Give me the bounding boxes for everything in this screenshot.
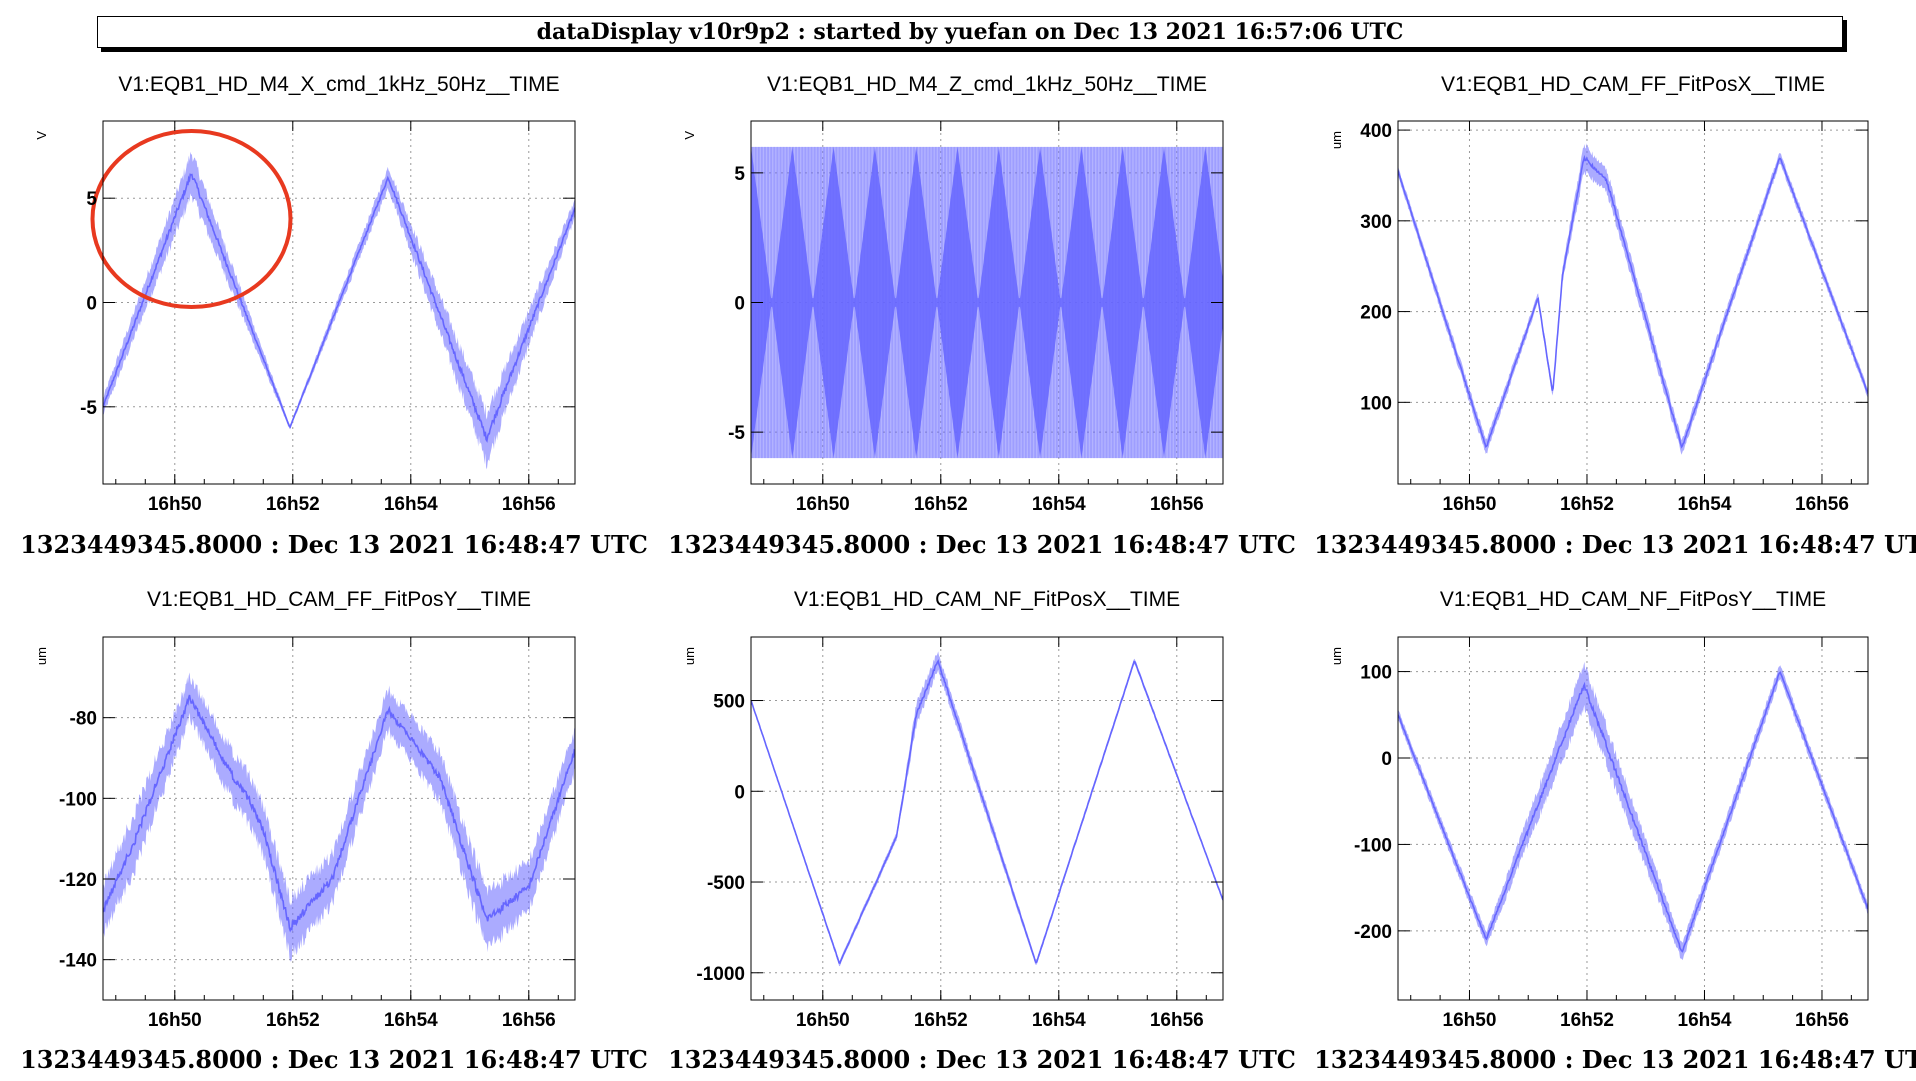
series-band (1398, 661, 1868, 961)
x-tick-label: 16h52 (914, 494, 968, 515)
chart-timestamp: 1323449345.8000 : Dec 13 2021 16:48:47 U… (20, 530, 648, 559)
y-tick-label: 100 (1360, 393, 1392, 414)
x-tick-label: 16h54 (1678, 494, 1732, 515)
x-tick-label: 16h50 (1443, 1010, 1497, 1031)
y-tick-label: -200 (1354, 922, 1392, 943)
y-tick-label: 5 (86, 189, 97, 210)
chart-panel: V1:EQB1_HD_M4_X_cmd_1kHz_50Hz__TIME V 16h5… (20, 73, 648, 559)
x-tick-label: 16h56 (1150, 1010, 1204, 1031)
chart-title: V1:EQB1_HD_M4_Z_cmd_1kHz_50Hz__TIME (767, 73, 1207, 96)
grid-lines (1398, 637, 1868, 1000)
series-group (103, 672, 575, 962)
y-axis-label: um (682, 647, 697, 665)
x-tick-label: 16h52 (1560, 494, 1614, 515)
x-tick-label: 16h52 (1560, 1010, 1614, 1031)
x-tick-label: 16h50 (148, 494, 202, 515)
x-tick-label: 16h54 (1032, 494, 1086, 515)
plot-frame (750, 636, 1224, 1001)
y-tick-label: 200 (1360, 303, 1392, 324)
series-group (103, 151, 575, 470)
series-group (1398, 661, 1868, 961)
x-tick-label: 16h50 (796, 1010, 850, 1031)
chart-timestamp: 1323449345.8000 : Dec 13 2021 16:48:47 U… (20, 1045, 648, 1074)
y-tick-label: 0 (734, 294, 745, 315)
x-tick-label: 16h56 (502, 1010, 556, 1031)
chart-title: V1:EQB1_HD_CAM_NF_FitPosY__TIME (1440, 588, 1826, 611)
y-tick-label: 100 (1360, 663, 1392, 684)
y-tick-label: -1000 (696, 964, 745, 985)
y-tick-label: 400 (1360, 121, 1392, 142)
grid-lines (1398, 121, 1868, 484)
series-group (1398, 143, 1868, 455)
x-tick-label: 16h54 (384, 494, 438, 515)
chart-panel: V1:EQB1_HD_M4_Z_cmd_1kHz_50Hz__TIME V 16h5… (668, 73, 1296, 559)
x-tick-label: 16h54 (384, 1010, 438, 1031)
y-axis-label: um (1329, 131, 1344, 149)
y-tick-label: 500 (713, 692, 745, 713)
chart-timestamp: 1323449345.8000 : Dec 13 2021 16:48:47 U… (668, 530, 1296, 559)
series-group (751, 146, 1223, 459)
x-tick-label: 16h50 (1443, 494, 1497, 515)
chart-timestamp: 1323449345.8000 : Dec 13 2021 16:48:47 U… (1314, 1045, 1916, 1074)
y-tick-label: -120 (59, 870, 97, 891)
y-tick-label: 300 (1360, 212, 1392, 233)
series-line (103, 694, 575, 933)
chart-timestamp: 1323449345.8000 : Dec 13 2021 16:48:47 U… (1314, 530, 1916, 559)
series-line (751, 659, 1223, 965)
y-tick-label: -500 (707, 873, 745, 894)
x-tick-label: 16h50 (148, 1010, 202, 1031)
chart-title: V1:EQB1_HD_M4_X_cmd_1kHz_50Hz__TIME (118, 73, 559, 96)
chart-title: V1:EQB1_HD_CAM_NF_FitPosX__TIME (794, 588, 1180, 611)
y-axis-label: V (34, 131, 49, 140)
plot-frame (1397, 120, 1869, 485)
x-tick-label: 16h50 (796, 494, 850, 515)
plot-frame (1397, 636, 1869, 1001)
series-line (1398, 154, 1868, 449)
y-tick-label: 0 (86, 294, 97, 315)
series-band (1398, 143, 1868, 455)
y-tick-label: -80 (70, 709, 97, 730)
y-axis-label: V (682, 131, 697, 140)
plot-frame (102, 636, 576, 1001)
series-band (103, 151, 575, 470)
y-tick-label: -5 (728, 423, 745, 444)
series-line (103, 173, 575, 443)
header-banner: dataDisplay v10r9p2 : started by yuefan … (97, 16, 1843, 48)
y-tick-label: 0 (1381, 749, 1392, 770)
x-tick-label: 16h56 (1150, 494, 1204, 515)
x-tick-label: 16h54 (1032, 1010, 1086, 1031)
y-tick-label: -100 (1354, 835, 1392, 856)
y-tick-label: -140 (59, 951, 97, 972)
x-tick-label: 16h52 (914, 1010, 968, 1031)
y-tick-label: -5 (80, 398, 97, 419)
chart-title: V1:EQB1_HD_CAM_FF_FitPosY__TIME (147, 588, 531, 611)
y-tick-label: -100 (59, 789, 97, 810)
x-tick-label: 16h52 (266, 494, 320, 515)
grid-lines (103, 637, 575, 1000)
grid-lines (751, 637, 1223, 1000)
series-group (751, 651, 1223, 967)
y-axis-label: um (1329, 647, 1344, 665)
x-tick-label: 16h56 (1795, 1010, 1849, 1031)
series-line (1398, 671, 1868, 953)
chart-title: V1:EQB1_HD_CAM_FF_FitPosX__TIME (1441, 73, 1825, 96)
y-tick-label: 0 (734, 782, 745, 803)
series-band (103, 672, 575, 962)
header-title: dataDisplay v10r9p2 : started by yuefan … (536, 19, 1404, 45)
y-tick-label: 5 (734, 164, 745, 185)
chart-timestamp: 1323449345.8000 : Dec 13 2021 16:48:47 U… (668, 1045, 1296, 1074)
x-tick-label: 16h52 (266, 1010, 320, 1031)
y-axis-label: um (34, 647, 49, 665)
x-tick-label: 16h54 (1678, 1010, 1732, 1031)
x-tick-label: 16h56 (1795, 494, 1849, 515)
highlight-circle (90, 129, 293, 310)
x-tick-label: 16h56 (502, 494, 556, 515)
